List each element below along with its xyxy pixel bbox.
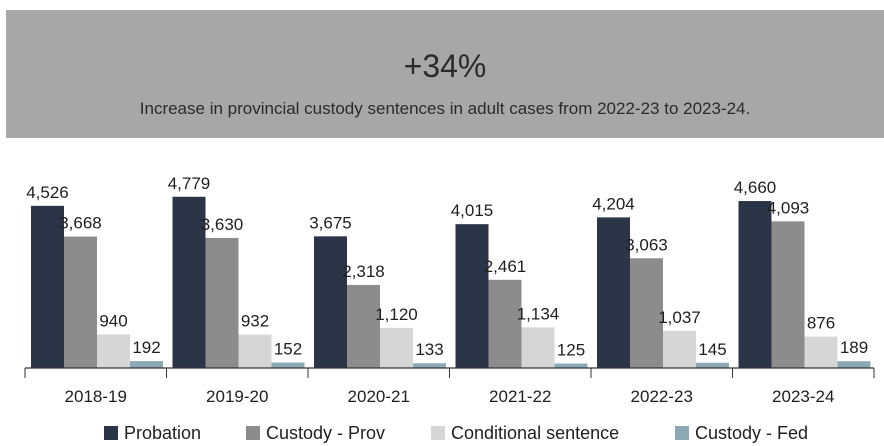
data-label-custody-fed-2018-19: 192 <box>132 338 160 357</box>
bar-custody-fed-2023-24 <box>837 361 871 368</box>
legend-item-probation: Probation <box>104 422 201 444</box>
chart-legend: Probation Custody - Prov Conditional sen… <box>0 422 884 444</box>
bar-conditional-sentence-2020-21 <box>380 327 413 368</box>
headline-description: Increase in provincial custody sentences… <box>139 99 751 118</box>
bar-probation-2022-23 <box>597 217 630 368</box>
data-label-conditional-sentence-2023-24: 876 <box>807 314 835 333</box>
bar-conditional-sentence-2023-24 <box>804 336 838 368</box>
data-label-conditional-sentence-2018-19: 940 <box>99 311 127 330</box>
summary-banner: +34% Increase in provincial custody sent… <box>6 10 884 138</box>
bar-custody-prov-2018-19 <box>64 236 97 368</box>
data-label-probation-2018-19: 4,526 <box>26 183 69 202</box>
bar-custody-prov-2020-21 <box>347 284 380 368</box>
data-label-custody-fed-2020-21: 133 <box>415 340 443 359</box>
bar-custody-fed-2020-21 <box>413 363 446 368</box>
bar-custody-prov-2021-22 <box>488 279 522 368</box>
legend-item-conditional-sentence: Conditional sentence <box>431 422 619 444</box>
data-label-conditional-sentence-2019-20: 932 <box>241 312 269 331</box>
x-tick-label-2020-21: 2020-21 <box>348 387 410 406</box>
x-tick-label-2023-24: 2023-24 <box>772 387 834 406</box>
bar-chart: 4,526 3,668 940 192 2018-19 4,779 3,630 932 152 2… <box>24 174 875 406</box>
legend-label-custody-fed: Custody - Fed <box>695 423 809 443</box>
data-label-probation-2022-23: 4,204 <box>592 194 635 213</box>
legend-label-custody-prov: Custody - Prov <box>266 423 386 443</box>
bar-probation-2018-19 <box>31 205 64 368</box>
legend-item-custody-fed: Custody - Fed <box>675 422 808 444</box>
headline-stat: +34% <box>403 48 487 84</box>
data-label-custody-prov-2020-21: 2,318 <box>342 262 385 281</box>
bar-probation-2019-20 <box>172 196 206 368</box>
data-label-conditional-sentence-2020-21: 1,120 <box>375 305 418 324</box>
data-label-custody-fed-2021-22: 125 <box>557 341 585 360</box>
data-label-probation-2020-21: 3,675 <box>309 213 352 232</box>
data-label-custody-prov-2022-23: 3,063 <box>625 235 668 254</box>
data-label-custody-fed-2019-20: 152 <box>274 340 302 359</box>
data-label-conditional-sentence-2021-22: 1,134 <box>517 304 560 323</box>
bar-custody-fed-2021-22 <box>554 363 588 368</box>
legend-item-custody-prov: Custody - Prov <box>246 422 385 444</box>
legend-label-conditional-sentence: Conditional sentence <box>451 423 620 443</box>
bar-custody-fed-2018-19 <box>130 361 163 368</box>
bar-custody-prov-2019-20 <box>205 237 239 368</box>
data-label-conditional-sentence-2022-23: 1,037 <box>658 308 701 327</box>
data-label-probation-2021-22: 4,015 <box>451 201 494 220</box>
data-label-custody-prov-2019-20: 3,630 <box>201 215 244 234</box>
legend-swatch-custody-fed <box>675 426 689 440</box>
data-label-probation-2023-24: 4,660 <box>734 178 777 197</box>
bar-custody-prov-2022-23 <box>630 258 663 368</box>
data-label-custody-prov-2021-22: 2,461 <box>484 257 527 276</box>
x-tick-label-2022-23: 2022-23 <box>631 387 693 406</box>
legend-swatch-conditional-sentence <box>431 426 445 440</box>
bar-probation-2021-22 <box>455 224 489 368</box>
data-label-custody-fed-2023-24: 189 <box>840 338 868 357</box>
bar-custody-fed-2022-23 <box>696 362 729 368</box>
data-label-probation-2019-20: 4,779 <box>168 174 211 193</box>
bar-probation-2023-24 <box>738 201 772 368</box>
data-label-custody-prov-2023-24: 4,093 <box>767 198 810 217</box>
bar-custody-prov-2023-24 <box>771 221 805 368</box>
legend-label-probation: Probation <box>124 423 202 443</box>
bar-probation-2020-21 <box>314 236 347 368</box>
bar-custody-fed-2019-20 <box>271 362 305 368</box>
bar-conditional-sentence-2018-19 <box>97 334 130 368</box>
legend-swatch-probation <box>104 426 118 440</box>
x-tick-label-2021-22: 2021-22 <box>489 387 551 406</box>
x-tick-label-2018-19: 2018-19 <box>65 387 127 406</box>
legend-swatch-custody-prov <box>246 426 260 440</box>
bar-conditional-sentence-2022-23 <box>663 330 696 368</box>
data-label-custody-prov-2018-19: 3,668 <box>59 214 102 233</box>
bar-conditional-sentence-2021-22 <box>521 327 555 368</box>
data-label-custody-fed-2022-23: 145 <box>698 340 726 359</box>
x-tick-label-2019-20: 2019-20 <box>206 387 268 406</box>
bar-conditional-sentence-2019-20 <box>238 334 272 368</box>
